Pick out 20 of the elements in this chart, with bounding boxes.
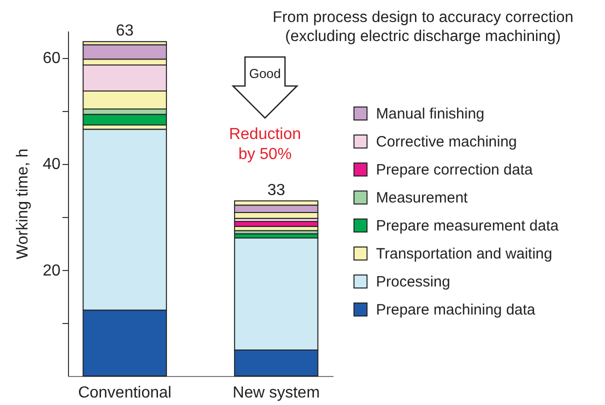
legend-label: Transportation and waiting xyxy=(376,246,552,262)
legend-label: Prepare correction data xyxy=(376,162,534,178)
annotation: From process design to accuracy correction (excluding electric discharge machining) xyxy=(272,8,574,47)
legend-label: Corrective machining xyxy=(376,134,517,150)
legend-label: Processing xyxy=(376,274,450,290)
legend-label: Prepare measurement data xyxy=(376,218,560,234)
y-tick-label: 60 xyxy=(42,50,61,68)
total-label: 33 xyxy=(267,182,286,199)
y-axis-title: Working time, h xyxy=(14,148,32,260)
legend-label: Manual finishing xyxy=(376,106,484,122)
total-label: 63 xyxy=(116,22,134,40)
annotation: Good xyxy=(249,66,281,81)
legend-label: Measurement xyxy=(376,190,469,206)
bar xyxy=(82,114,167,126)
y-tick-label: 40 xyxy=(42,156,61,174)
annotation: Reduction by 50% xyxy=(228,125,302,165)
x-tick-label: Conventional xyxy=(78,384,172,402)
y-tick-label: 20 xyxy=(42,262,61,280)
x-tick-label: New system xyxy=(232,384,320,402)
legend-label: Prepare machining data xyxy=(376,302,536,318)
